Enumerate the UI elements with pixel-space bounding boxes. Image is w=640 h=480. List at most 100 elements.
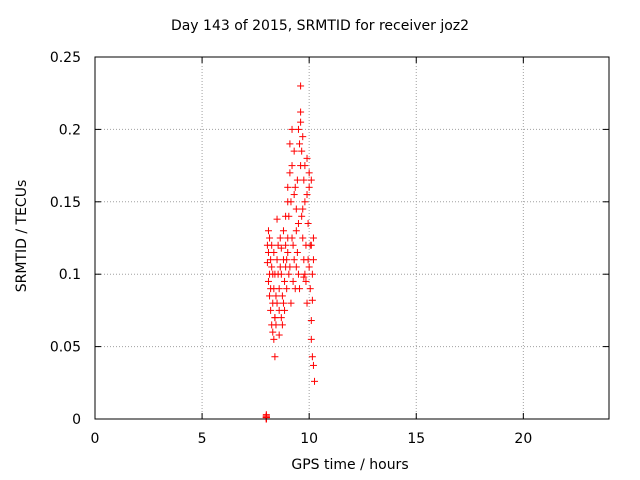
data-point (307, 241, 315, 249)
data-point (309, 361, 317, 369)
data-point (289, 241, 297, 249)
data-point (303, 154, 311, 162)
data-point (273, 215, 281, 223)
data-point (294, 125, 302, 133)
data-point (304, 220, 312, 228)
data-point (296, 140, 304, 148)
data-point (275, 331, 283, 339)
data-point (264, 277, 272, 285)
x-tick-label: 5 (198, 431, 207, 447)
data-point (284, 183, 292, 191)
data-point (267, 306, 275, 314)
data-point (264, 227, 272, 235)
x-tick-label: 0 (91, 431, 100, 447)
data-point (290, 256, 298, 264)
data-point (275, 285, 283, 293)
data-point (262, 412, 270, 420)
data-point (308, 353, 316, 361)
x-tick-label: 15 (407, 431, 425, 447)
data-point (277, 314, 285, 322)
data-point (292, 205, 300, 213)
data-point (281, 306, 289, 314)
data-point (278, 321, 286, 329)
x-tick-label: 10 (300, 431, 318, 447)
data-point (267, 256, 275, 264)
x-tick-label: 20 (514, 431, 532, 447)
y-tick-label: 0.25 (50, 50, 81, 66)
data-point (311, 377, 319, 385)
data-point (284, 248, 292, 256)
data-point (299, 133, 307, 141)
data-point (303, 299, 311, 307)
data-point (300, 273, 308, 281)
data-point (271, 314, 279, 322)
data-point (290, 191, 298, 199)
data-points (262, 82, 319, 423)
data-point (308, 296, 316, 304)
data-point (308, 270, 316, 278)
data-point (305, 263, 313, 271)
data-point (276, 234, 284, 242)
data-point (263, 259, 271, 267)
data-point (301, 198, 309, 206)
data-point (307, 335, 315, 343)
data-point (272, 292, 280, 300)
data-point (270, 335, 278, 343)
data-point (287, 299, 295, 307)
data-point (285, 270, 293, 278)
data-point (281, 277, 289, 285)
data-point (273, 256, 281, 264)
data-point (299, 234, 307, 242)
data-point (283, 285, 291, 293)
data-point (307, 317, 315, 325)
data-point (269, 328, 277, 336)
data-point (266, 292, 274, 300)
data-point (292, 227, 300, 235)
data-point (288, 234, 296, 242)
data-point (277, 270, 285, 278)
data-point (287, 198, 295, 206)
y-tick-label: 0.2 (59, 122, 81, 138)
data-point (289, 277, 297, 285)
data-point (305, 169, 313, 177)
data-point (268, 263, 276, 271)
data-point (297, 82, 305, 90)
y-axis-label: SRMTID / TECUs (14, 179, 30, 293)
data-point (266, 234, 274, 242)
data-point (296, 285, 304, 293)
data-point (286, 140, 294, 148)
data-point (290, 147, 298, 155)
y-tick-label: 0.05 (50, 340, 81, 356)
data-point (279, 227, 287, 235)
grid-lines (95, 57, 609, 419)
data-point (309, 256, 317, 264)
data-point (307, 176, 315, 184)
data-point (279, 299, 287, 307)
data-point (283, 256, 291, 264)
data-point (300, 176, 308, 184)
data-point (278, 292, 286, 300)
data-point (305, 183, 313, 191)
data-point (288, 125, 296, 133)
data-point (288, 162, 296, 170)
y-tick-label: 0 (72, 412, 81, 428)
data-point (272, 321, 280, 329)
data-point (302, 277, 310, 285)
data-point (268, 241, 276, 249)
plot-frame (94, 56, 610, 420)
data-point (292, 263, 300, 271)
data-point (273, 299, 281, 307)
y-tick-label: 0.15 (50, 195, 81, 211)
data-point (274, 241, 282, 249)
data-point (286, 169, 294, 177)
y-tick-label: 0.1 (59, 267, 81, 283)
data-point (293, 176, 301, 184)
x-axis-label: GPS time / hours (291, 457, 409, 473)
data-point (282, 241, 290, 249)
data-point (306, 285, 314, 293)
data-point (299, 205, 307, 213)
data-point (298, 212, 306, 220)
data-point (297, 118, 305, 126)
data-point (297, 108, 305, 116)
